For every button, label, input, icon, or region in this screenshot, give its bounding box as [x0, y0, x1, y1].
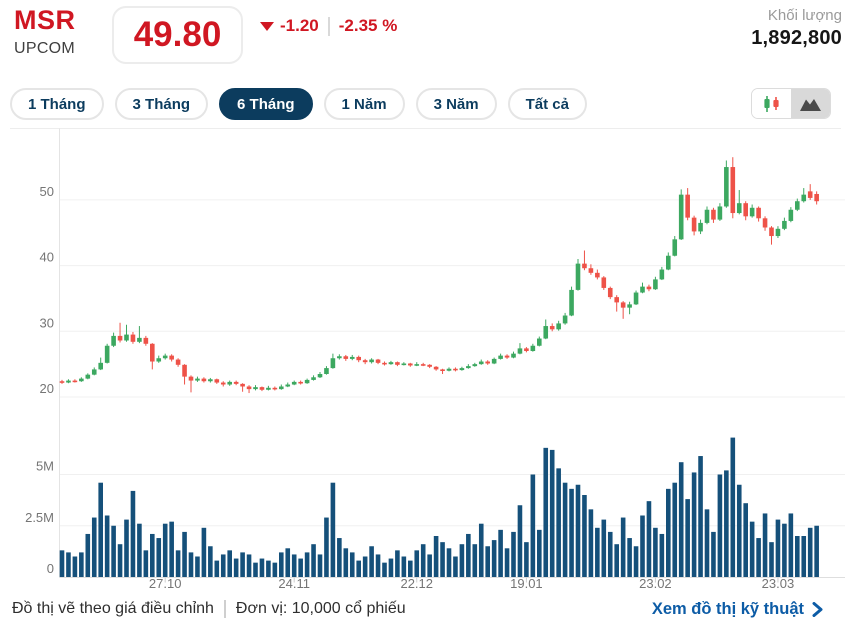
unit-note: Đơn vị: 10,000 cổ phiếu — [235, 600, 406, 617]
svg-text:22.12: 22.12 — [400, 576, 433, 591]
chart-type-toggle — [751, 88, 831, 119]
svg-text:0: 0 — [47, 561, 54, 576]
svg-text:24.11: 24.11 — [278, 576, 310, 591]
change-divider — [327, 16, 330, 36]
price-volume-chart: 20 30 40 50 0 2.5M 5M 27.10 24.11 22.12 19.01 23.02… — [10, 128, 845, 591]
svg-text:30: 30 — [40, 315, 54, 330]
current-price: 49.80 — [133, 15, 222, 54]
footer-divider — [223, 600, 226, 618]
symbol-block: MSR UPCOM — [14, 5, 76, 58]
svg-text:50: 50 — [40, 184, 54, 199]
price-change: -1.20 -2.35 % — [260, 16, 397, 36]
adjusted-price-note: Đồ thị vẽ theo giá điều chỉnh — [12, 600, 214, 617]
volume-value: 1,892,800 — [751, 27, 842, 49]
svg-text:19.01: 19.01 — [510, 576, 543, 591]
area-chart-icon — [799, 98, 821, 111]
footer-notes: Đồ thị vẽ theo giá điều chỉnh Đơn vị: 10… — [12, 600, 406, 618]
technical-chart-link[interactable]: Xem đồ thị kỹ thuật — [652, 600, 823, 619]
ticker-symbol: MSR — [14, 5, 76, 35]
tab-3-nam[interactable]: 3 Năm — [415, 88, 497, 120]
chevron-right-icon — [812, 602, 823, 617]
svg-text:5M: 5M — [36, 459, 54, 474]
tab-1-nam[interactable]: 1 Năm — [323, 88, 405, 120]
svg-text:27.10: 27.10 — [149, 576, 182, 591]
svg-text:20: 20 — [40, 381, 54, 396]
volume-label: Khối lượng — [767, 7, 842, 24]
candlestick-icon — [763, 95, 779, 112]
candlestick-chart-button[interactable] — [752, 89, 791, 118]
tab-1-thang[interactable]: 1 Tháng — [10, 88, 104, 120]
change-percent: -2.35 % — [338, 16, 398, 35]
down-triangle-icon — [260, 21, 274, 31]
exchange-name: UPCOM — [14, 40, 76, 57]
volume-block: Khối lượng 1,892,800 — [751, 7, 842, 50]
change-value: -1.20 — [280, 16, 319, 35]
svg-text:2.5M: 2.5M — [25, 510, 54, 525]
price-box: 49.80 — [112, 6, 243, 64]
tab-tat-ca[interactable]: Tất cả — [507, 88, 587, 120]
area-chart-button[interactable] — [791, 89, 830, 118]
tab-3-thang[interactable]: 3 Tháng — [114, 88, 209, 120]
chart-area: 20 30 40 50 0 2.5M 5M 27.10 24.11 22.12 19.01 23.02… — [0, 128, 851, 594]
svg-text:23.02: 23.02 — [639, 576, 672, 591]
svg-text:40: 40 — [40, 250, 54, 265]
svg-text:23.03: 23.03 — [762, 576, 795, 591]
period-tabs: 1 Tháng 3 Tháng 6 Tháng 1 Năm 3 Năm Tất … — [10, 88, 587, 120]
technical-chart-link-label: Xem đồ thị kỹ thuật — [651, 600, 804, 618]
tab-6-thang[interactable]: 6 Tháng — [219, 88, 313, 120]
